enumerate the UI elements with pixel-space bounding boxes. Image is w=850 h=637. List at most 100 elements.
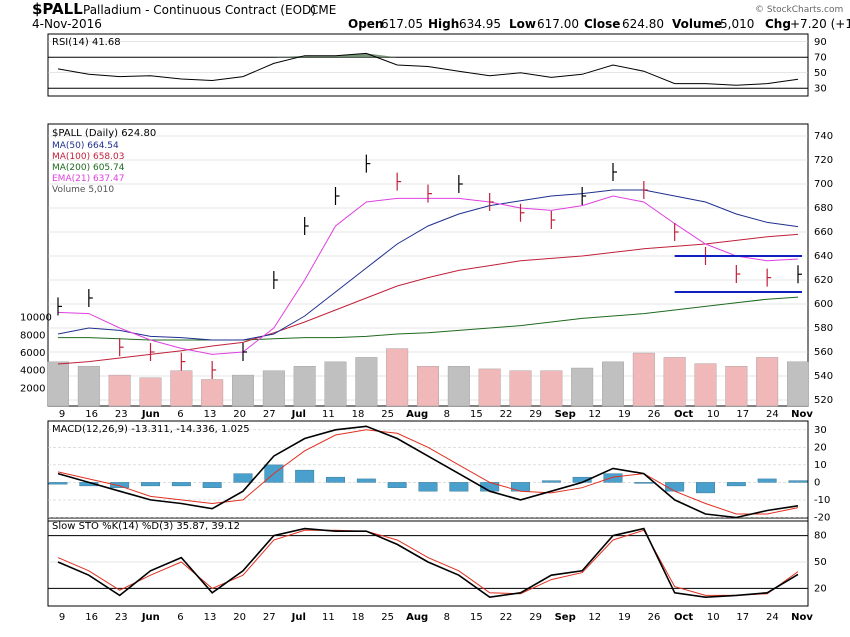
instrument-name: Palladium - Continuous Contract (EOD) — [83, 3, 316, 17]
x-tick-label: Oct — [674, 612, 693, 623]
volume-value: 5,010 — [720, 17, 754, 31]
macd-histogram-bar — [141, 482, 160, 487]
x-tick-label: 26 — [648, 612, 661, 623]
price-tick-label: 740 — [814, 131, 833, 142]
price-tick-label: 660 — [814, 227, 833, 238]
x-tick-label: 12 — [588, 612, 601, 623]
sto-tick-label: 80 — [814, 531, 827, 542]
sto-d-line — [57, 529, 799, 596]
price-tick-label: 620 — [814, 275, 833, 286]
x-tick-label: Nov — [791, 612, 813, 623]
macd-histogram-bar — [387, 482, 407, 488]
high-label: High — [428, 17, 459, 31]
sto-tick-label: 20 — [814, 583, 827, 594]
x-tick-label: 23 — [115, 612, 128, 623]
rsi-overbought-fill — [58, 53, 798, 58]
chg-value: +7.20 (+1.17%) — [790, 17, 850, 31]
x-tick-label: 8 — [444, 612, 450, 623]
macd-histogram-bar — [634, 482, 654, 484]
low-value: 617.00 — [537, 17, 579, 31]
rsi-tick-label: 70 — [814, 52, 827, 63]
macd-histogram-bar — [418, 482, 438, 492]
legend-volume: Volume 5,010 — [52, 185, 114, 195]
volume-bar — [139, 377, 162, 407]
x-tick-label: Jun — [141, 612, 160, 623]
x-tick-label: Jul — [291, 409, 306, 420]
macd-histogram-bar — [171, 482, 191, 487]
price-tick-label: 580 — [814, 323, 833, 334]
macd-line — [57, 425, 799, 519]
ma100-line — [57, 233, 799, 365]
x-tick-label: Aug — [406, 409, 428, 420]
volume-bar — [509, 370, 532, 407]
volume-bar — [756, 357, 779, 407]
volume-bar — [232, 374, 254, 407]
x-tick-label: 11 — [322, 612, 335, 623]
x-tick-label: 26 — [648, 409, 661, 420]
x-tick-label: 24 — [766, 612, 779, 623]
volume-bar — [77, 366, 100, 407]
x-tick-label: 18 — [352, 612, 365, 623]
volume-bar — [694, 363, 717, 407]
x-tick-label: 11 — [322, 409, 335, 420]
x-tick-label: 25 — [381, 409, 394, 420]
chart-date: 4-Nov-2016 — [32, 17, 102, 31]
price-tick-label: 600 — [814, 299, 833, 310]
legend-ema21: EMA(21) 637.47 — [52, 174, 124, 184]
x-tick-label: 29 — [529, 409, 542, 420]
chg-label: Chg — [765, 17, 791, 31]
x-tick-label: 12 — [588, 409, 601, 420]
high-value: 634.95 — [459, 17, 501, 31]
rsi-line — [57, 52, 799, 86]
x-tick-label: 17 — [736, 612, 749, 623]
volume-tick-label: 8000 — [20, 330, 45, 341]
x-tick-label: 23 — [115, 409, 128, 420]
x-tick-label: 10 — [707, 612, 720, 623]
rsi-panel-frame — [47, 33, 809, 97]
macd-tick-label: 30 — [814, 425, 827, 436]
volume-bar — [262, 370, 285, 407]
macd-histogram-bar — [449, 482, 469, 492]
volume-bar — [663, 357, 686, 407]
macd-tick-label: -20 — [814, 512, 830, 523]
volume-bar — [571, 367, 594, 407]
x-tick-label: 20 — [233, 612, 246, 623]
x-tick-label: 9 — [59, 612, 65, 623]
rsi-tick-label: 50 — [814, 68, 827, 79]
macd-tick-label: 0 — [814, 477, 820, 488]
x-tick-label: 16 — [85, 409, 98, 420]
legend-ma50: MA(50) 664.54 — [52, 141, 119, 151]
x-tick-label: 10 — [707, 409, 720, 420]
x-tick-label: 9 — [59, 409, 65, 420]
price-title: $PALL (Daily) 624.80 — [52, 128, 156, 139]
macd-histogram-bar — [603, 473, 623, 483]
price-tick-label: 680 — [814, 203, 833, 214]
volume-bar — [324, 361, 347, 407]
sto-tick-label: 50 — [814, 557, 827, 568]
close-label: Close — [584, 17, 620, 31]
x-tick-label: Sep — [555, 612, 576, 623]
sto-k-line — [57, 527, 799, 599]
macd-histogram-bar — [295, 469, 315, 483]
x-tick-label: Nov — [791, 409, 813, 420]
macd-panel-frame — [47, 420, 809, 522]
x-tick-label: 13 — [204, 409, 217, 420]
macd-histogram-bar — [356, 478, 376, 483]
ma50-line — [57, 189, 799, 341]
x-tick-label: 27 — [263, 409, 276, 420]
x-tick-label: 17 — [736, 409, 749, 420]
x-tick-label: 6 — [177, 612, 183, 623]
volume-bar — [602, 361, 624, 407]
volume-bar — [170, 370, 193, 407]
price-tick-label: 520 — [814, 395, 833, 406]
volume-bar — [725, 366, 748, 407]
rsi-tick-label: 30 — [814, 83, 827, 94]
x-tick-label: 15 — [470, 409, 483, 420]
x-tick-label: Jul — [291, 612, 306, 623]
volume-bar — [47, 361, 69, 407]
x-tick-label: 27 — [263, 612, 276, 623]
volume-bar — [201, 379, 224, 407]
volume-bar — [787, 361, 809, 407]
macd-histogram-bar — [541, 480, 561, 483]
